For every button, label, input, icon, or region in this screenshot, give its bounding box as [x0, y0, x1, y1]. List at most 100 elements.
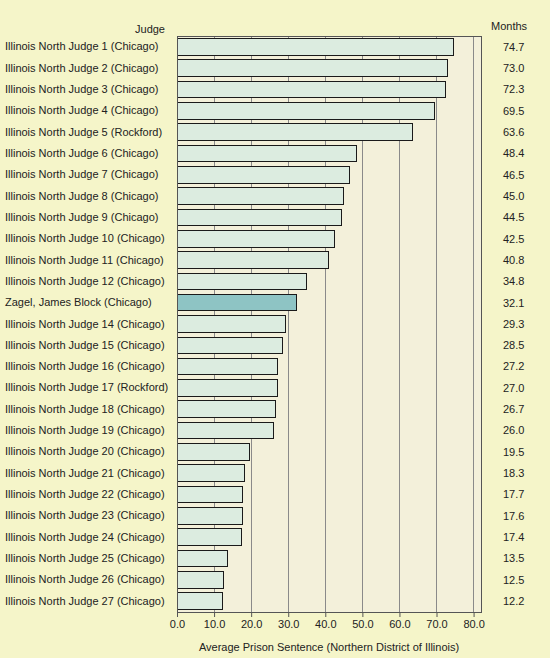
y-tick-label: Zagel, James Block (Chicago) [5, 296, 152, 308]
data-label: 73.0 [503, 62, 524, 74]
x-tick: 60.0 [389, 612, 410, 630]
bar [177, 529, 242, 546]
x-tick-label: 20.0 [241, 618, 262, 630]
y-tick: Illinois North Judge 24 (Chicago) [5, 531, 165, 543]
grid-line [399, 36, 400, 612]
bar [177, 294, 296, 311]
y-tick-label: Illinois North Judge 4 (Chicago) [5, 104, 158, 116]
data-label: 40.8 [503, 254, 524, 266]
bar [177, 571, 223, 588]
x-axis: 0.010.020.030.040.050.060.070.080.0 [170, 612, 485, 630]
x-tick-mark [214, 612, 215, 617]
bar [177, 273, 306, 290]
y-tick-label: Illinois North Judge 6 (Chicago) [5, 147, 158, 159]
bar [177, 380, 277, 397]
x-tick-mark [177, 612, 178, 617]
y-tick-label: Illinois North Judge 11 (Chicago) [5, 254, 164, 266]
y-tick-label: Illinois North Judge 24 (Chicago) [5, 531, 165, 543]
data-label: 17.4 [503, 531, 524, 543]
y-tick-label: Illinois North Judge 2 (Chicago) [5, 62, 158, 74]
x-tick-mark [325, 612, 326, 617]
bar [177, 230, 335, 247]
y-tick: Illinois North Judge 3 (Chicago) [5, 83, 158, 95]
chart: 0.010.020.030.040.050.060.070.080.0Illin… [0, 0, 550, 658]
y-tick: Illinois North Judge 6 (Chicago) [5, 147, 158, 159]
grid-line [473, 36, 474, 612]
y-tick-label: Illinois North Judge 16 (Chicago) [5, 360, 165, 372]
plot-frame [177, 36, 481, 612]
y-tick: Illinois North Judge 22 (Chicago) [5, 488, 165, 500]
grid [177, 36, 474, 612]
y-tick-label: Illinois North Judge 18 (Chicago) [5, 403, 165, 415]
data-label: 72.3 [503, 83, 524, 95]
y-tick: Illinois North Judge 18 (Chicago) [5, 403, 165, 415]
y-tick: Illinois North Judge 26 (Chicago) [5, 573, 165, 585]
annotation: Months [491, 20, 528, 32]
bar [177, 444, 249, 461]
bar [177, 252, 328, 269]
x-tick: 50.0 [352, 612, 373, 630]
y-tick: Illinois North Judge 12 (Chicago) [5, 275, 165, 287]
bar [177, 422, 273, 439]
x-tick-mark [399, 612, 400, 617]
y-tick: Illinois North Judge 15 (Chicago) [5, 339, 165, 351]
x-tick: 40.0 [315, 612, 336, 630]
y-tick-label: Illinois North Judge 8 (Chicago) [5, 190, 158, 202]
x-tick: 20.0 [241, 612, 262, 630]
y-tick-label: Illinois North Judge 20 (Chicago) [5, 445, 165, 457]
bar [177, 166, 349, 183]
data-label: 18.3 [503, 467, 524, 479]
bar [177, 188, 344, 205]
background [0, 0, 550, 658]
y-tick: Illinois North Judge 11 (Chicago) [5, 254, 164, 266]
data-label: 45.0 [503, 190, 524, 202]
x-tick-label: 40.0 [315, 618, 336, 630]
data-label: 27.0 [503, 382, 524, 394]
y-tick-label: Illinois North Judge 15 (Chicago) [5, 339, 165, 351]
data-label: 48.4 [503, 147, 524, 159]
data-label: 44.5 [503, 211, 524, 223]
y-tick-label: Illinois North Judge 19 (Chicago) [5, 424, 165, 436]
x-tick-label: 0.0 [170, 618, 185, 630]
y-tick: Illinois North Judge 8 (Chicago) [5, 190, 158, 202]
y-tick-label: Illinois North Judge 26 (Chicago) [5, 573, 165, 585]
y-tick: Illinois North Judge 5 (Rockford) [5, 126, 162, 138]
y-tick-label: Illinois North Judge 17 (Rockford) [5, 381, 168, 393]
grid-line [325, 36, 326, 612]
data-label: 13.5 [503, 552, 524, 564]
grid-line [362, 36, 363, 612]
data-label: 42.5 [503, 233, 524, 245]
bar [177, 508, 242, 525]
x-tick: 0.0 [170, 612, 185, 630]
bar [177, 401, 276, 418]
y-axis-title: Judge [135, 23, 165, 35]
y-tick: Illinois North Judge 20 (Chicago) [5, 445, 165, 457]
bar [177, 60, 448, 77]
x-tick-label: 80.0 [463, 618, 484, 630]
data-label: 12.5 [503, 574, 524, 586]
data-label: 34.8 [503, 275, 524, 287]
x-axis-title: Average Prison Sentence (Northern Distri… [199, 641, 459, 653]
y-axis-line [177, 37, 178, 613]
x-tick-mark [437, 612, 438, 617]
data-label: 27.2 [503, 360, 524, 372]
x-tick-mark [362, 612, 363, 617]
y-tick-label: Illinois North Judge 25 (Chicago) [5, 552, 165, 564]
data-label: 74.7 [503, 41, 524, 53]
x-tick-mark [288, 612, 289, 617]
bar [177, 39, 454, 56]
bar [177, 550, 227, 567]
bar [177, 103, 435, 120]
y-tick-label: Illinois North Judge 27 (Chicago) [5, 595, 165, 607]
x-axis-line [178, 612, 482, 613]
y-tick: Illinois North Judge 9 (Chicago) [5, 211, 158, 223]
data-label: 28.5 [503, 339, 524, 351]
x-tick-label: 50.0 [352, 618, 373, 630]
data-label: 29.3 [503, 318, 524, 330]
bar [177, 81, 445, 98]
y-tick-label: Illinois North Judge 5 (Rockford) [5, 126, 162, 138]
y-tick: Illinois North Judge 27 (Chicago) [5, 595, 165, 607]
y-tick: Illinois North Judge 14 (Chicago) [5, 318, 165, 330]
y-tick-label: Illinois North Judge 22 (Chicago) [5, 488, 165, 500]
data-label: 17.6 [503, 510, 524, 522]
